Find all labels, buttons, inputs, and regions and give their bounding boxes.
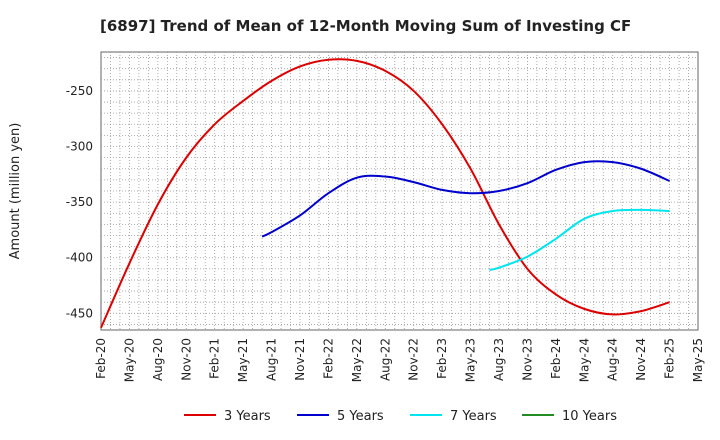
x-tick-label: Nov-20 (179, 338, 193, 381)
legend-item-10-years: 10 Years (522, 409, 617, 424)
x-tick-label: Aug-20 (151, 338, 165, 381)
series-line-7-years (489, 208, 670, 271)
series-line-3-years (100, 58, 670, 329)
legend-item-5-years: 5 Years (297, 409, 384, 424)
y-tick-label: -350 (66, 195, 93, 209)
series-line-5-years (261, 160, 670, 238)
y-tick-label: -250 (66, 84, 93, 98)
legend-label: 7 Years (450, 409, 497, 424)
series-lines (100, 58, 670, 329)
legend-item-7-years: 7 Years (410, 409, 497, 424)
x-tick-label: Feb-22 (321, 338, 335, 379)
x-tick-label: May-21 (236, 338, 250, 382)
x-tick-label: Nov-24 (634, 338, 648, 381)
x-tick-label: Feb-25 (663, 338, 677, 379)
x-tick-label: May-25 (691, 338, 705, 382)
x-tick-label: Feb-21 (208, 338, 222, 379)
x-tick-label: May-20 (122, 338, 136, 382)
y-tick-label: -400 (66, 251, 93, 265)
x-tick-label: Nov-21 (293, 338, 307, 381)
x-ticks: Feb-20 May-20 Aug-20 Nov-20 Feb-21 May-21 Aug-… (94, 338, 705, 382)
legend-item-3-years: 3 Years (184, 409, 271, 424)
y-axis-label: Amount (million yen) (8, 123, 23, 260)
legend: 3 Years 5 Years 7 Years 10 Years (184, 409, 617, 424)
x-tick-label: May-23 (464, 338, 478, 382)
chart-title: [6897] Trend of Mean of 12-Month Moving … (100, 17, 631, 35)
x-tick-label: Feb-24 (549, 338, 563, 379)
y-ticks: -250 -300 -350 -400 -450 (66, 84, 93, 320)
grid (101, 52, 698, 330)
y-tick-label: -450 (66, 306, 93, 320)
y-tick-label: -300 (66, 140, 93, 154)
x-tick-label: Nov-23 (520, 338, 534, 381)
x-tick-label: Nov-22 (407, 338, 421, 381)
x-tick-label: May-22 (350, 338, 364, 382)
legend-label: 3 Years (224, 409, 271, 424)
legend-label: 5 Years (337, 409, 384, 424)
legend-label: 10 Years (562, 409, 617, 424)
x-tick-label: Aug-23 (492, 338, 506, 381)
x-tick-label: Aug-22 (378, 338, 392, 381)
x-tick-label: Aug-21 (265, 338, 279, 381)
x-tick-label: May-24 (577, 338, 591, 382)
x-tick-label: Aug-24 (606, 338, 620, 381)
x-tick-label: Feb-20 (94, 338, 108, 379)
x-tick-label: Feb-23 (435, 338, 449, 379)
